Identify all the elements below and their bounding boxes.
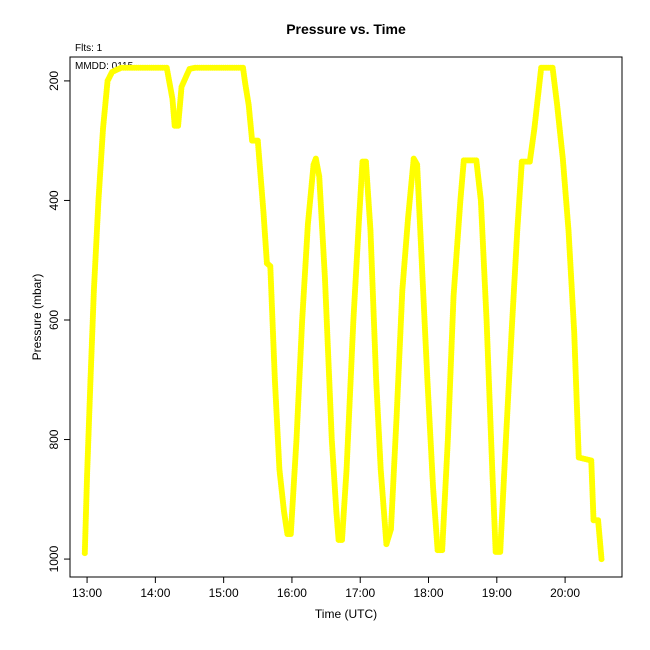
x-tick-label: 15:00	[209, 586, 239, 600]
plot-frame	[69, 56, 623, 578]
y-tick-label: 200	[47, 71, 61, 91]
x-tick-label: 14:00	[140, 586, 170, 600]
x-axis-label: Time (UTC)	[315, 607, 377, 621]
flights-count-label: Flts: 1	[75, 43, 103, 54]
x-axis: 13:00 14:00 15:00 16:00 17:00 18:00 19:00 20:00	[72, 577, 580, 600]
x-tick-label: 19:00	[482, 586, 512, 600]
x-tick-label: 13:00	[72, 586, 102, 600]
x-tick-label: 17:00	[345, 586, 375, 600]
y-axis-label: Pressure (mbar)	[30, 274, 44, 361]
y-tick-label: 400	[47, 190, 61, 210]
y-tick-label: 600	[47, 310, 61, 330]
x-tick-label: 16:00	[277, 586, 307, 600]
chart-title: Pressure vs. Time	[286, 21, 406, 37]
y-tick-label: 800	[47, 429, 61, 449]
x-tick-label: 18:00	[413, 586, 443, 600]
series-layer	[81, 64, 605, 563]
data-point	[598, 556, 605, 563]
date-label: MMDD: 0115	[75, 61, 134, 72]
pressure-series	[81, 64, 605, 563]
y-tick-label: 1000	[47, 545, 61, 572]
y-axis: 200 400 600 800 1000	[47, 71, 70, 572]
x-tick-label: 20:00	[550, 586, 580, 600]
